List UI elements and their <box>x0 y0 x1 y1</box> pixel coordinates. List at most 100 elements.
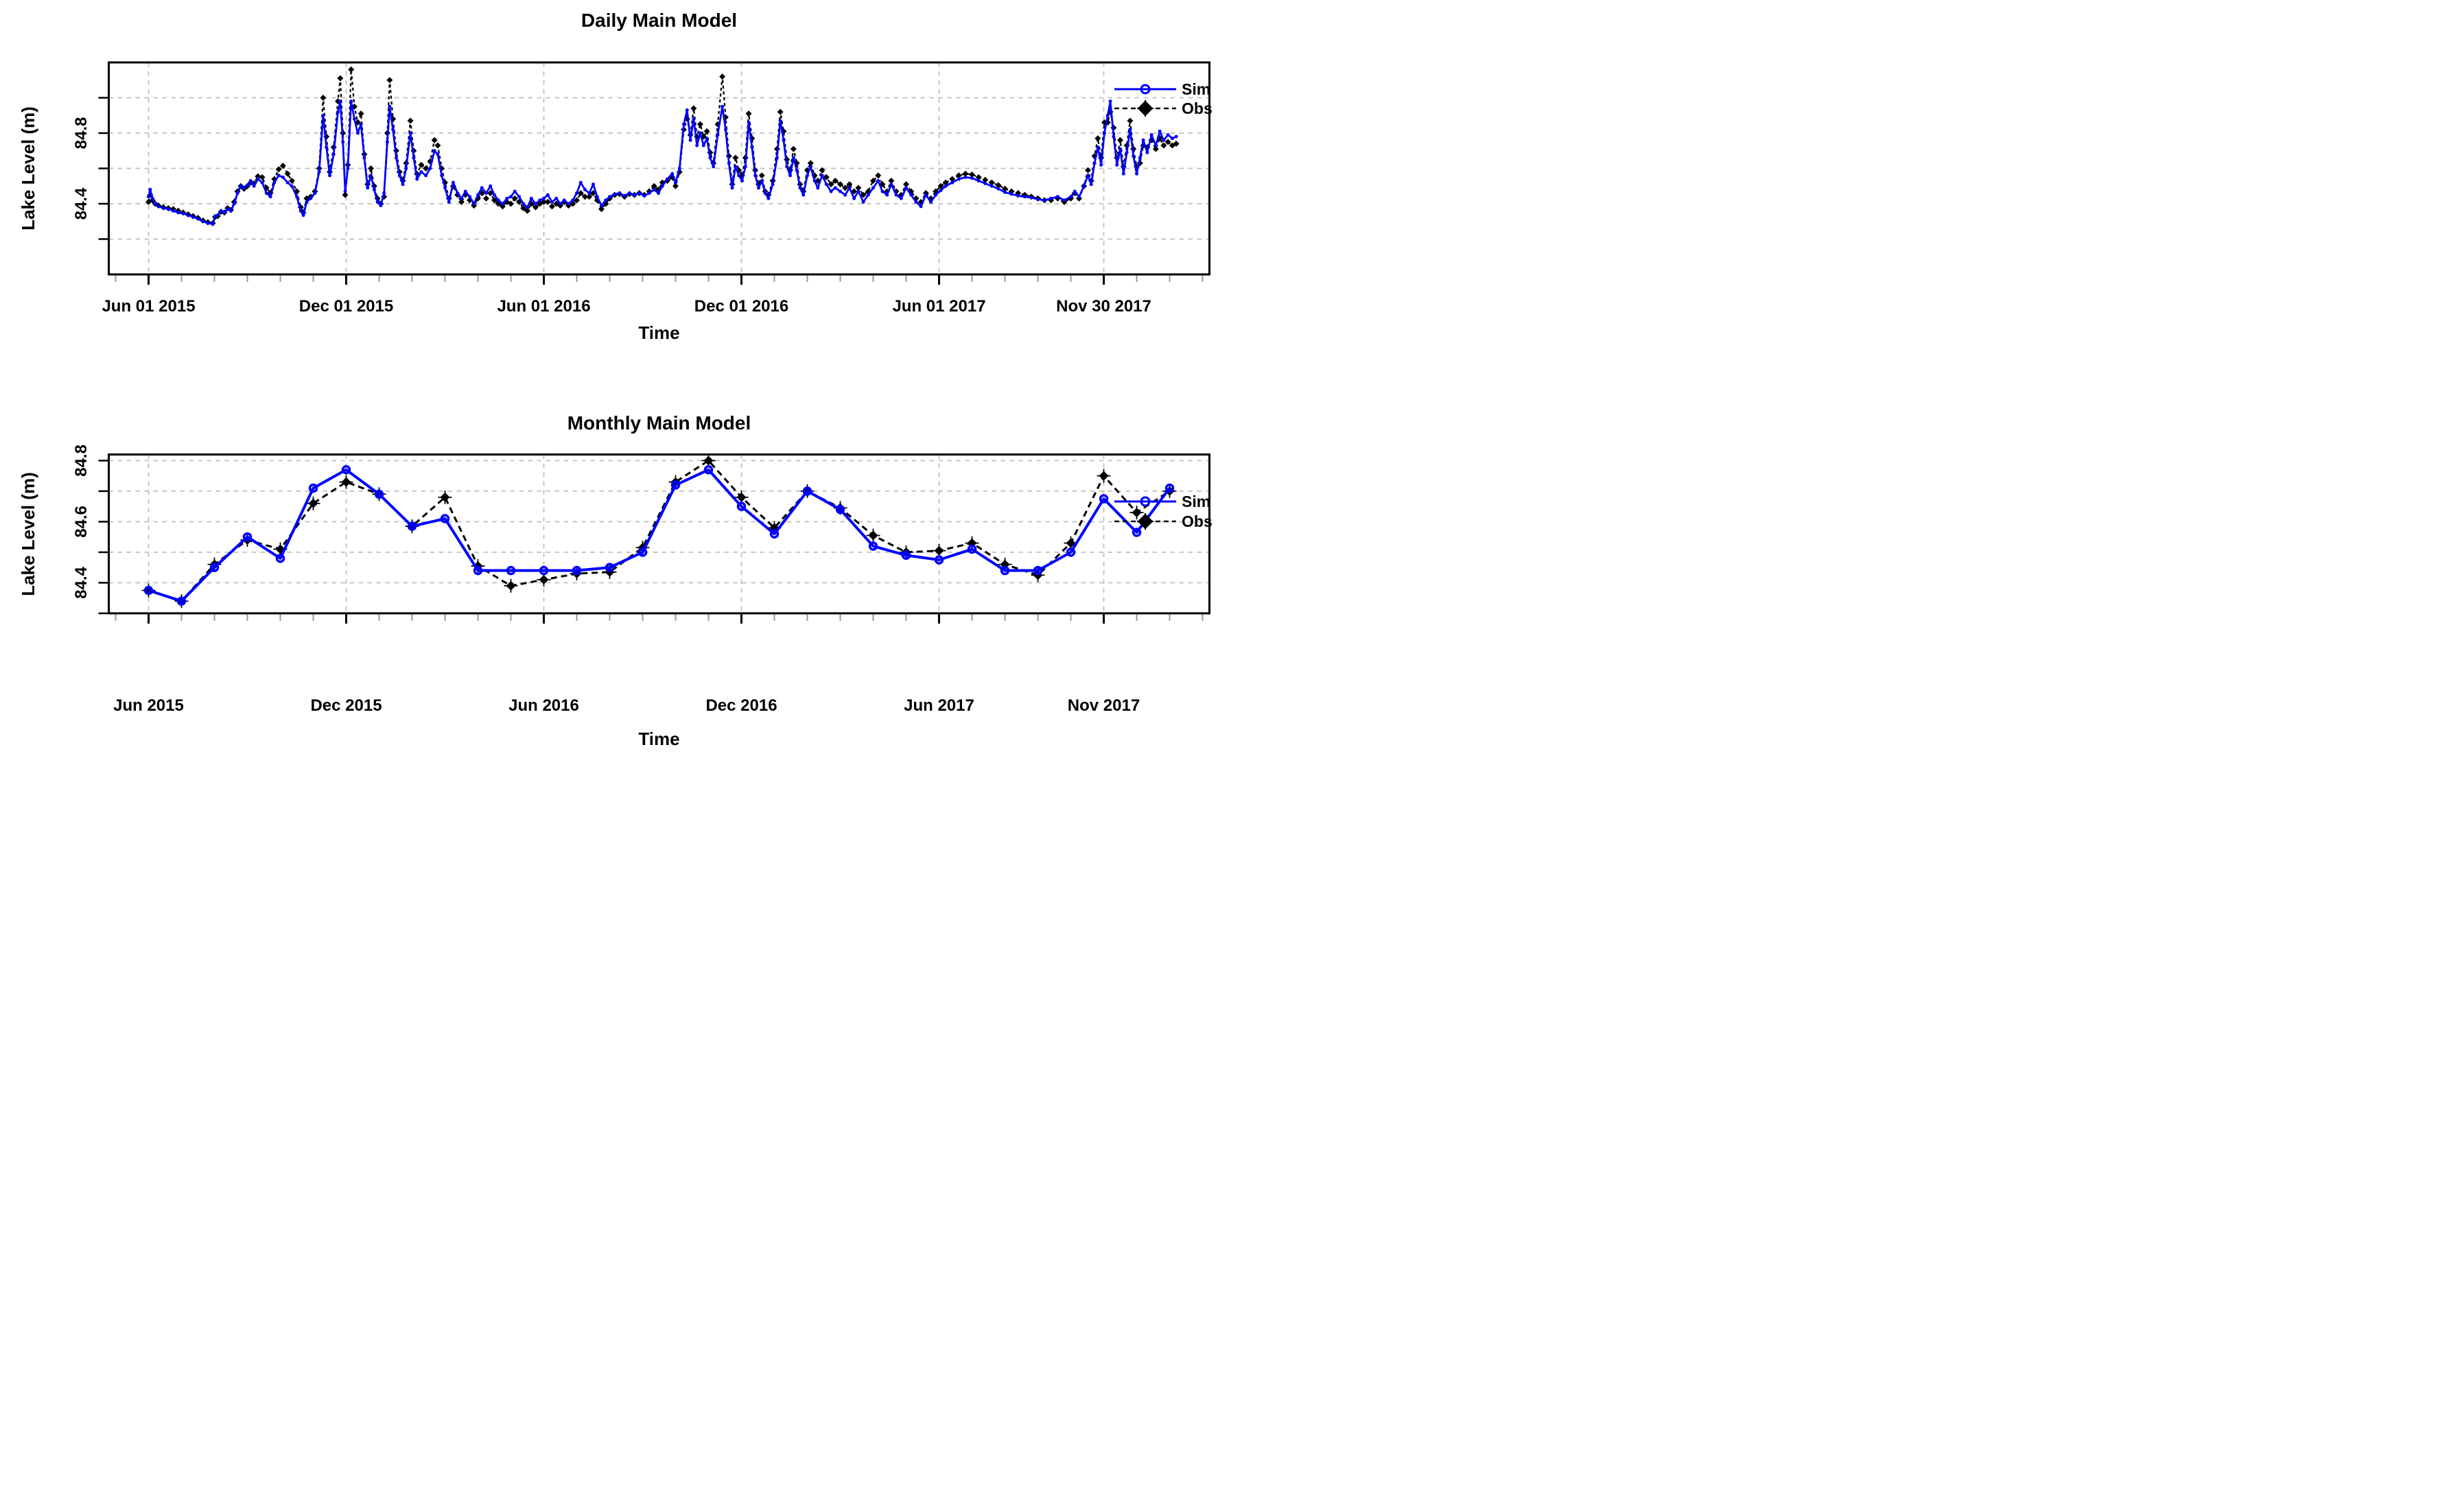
sim-marker <box>604 198 608 202</box>
sim-marker <box>201 220 205 224</box>
sim-marker <box>839 189 842 193</box>
sim-marker <box>652 187 656 191</box>
obs-marker <box>288 178 295 185</box>
sim-marker <box>750 145 754 150</box>
sim-marker <box>480 186 484 190</box>
sim-marker <box>701 143 705 147</box>
sim-marker <box>736 501 747 511</box>
sim-marker <box>443 186 447 190</box>
x-tick-label: Jun 01 2015 <box>102 297 195 316</box>
x-tick-label: Dec 01 2015 <box>299 297 393 316</box>
x-tick-label: Dec 2015 <box>310 696 382 715</box>
sim-marker <box>1055 195 1059 199</box>
obs-marker <box>574 197 580 204</box>
sim-marker <box>766 196 771 200</box>
sim-marker <box>861 200 865 204</box>
sim-marker <box>331 152 336 156</box>
sim-marker <box>791 156 795 160</box>
sim-marker <box>529 196 533 200</box>
obs-marker <box>875 172 882 179</box>
sim-marker <box>1132 528 1142 537</box>
sim-marker <box>876 179 880 183</box>
y-tick-label: 84.8 <box>72 117 91 150</box>
obs-marker <box>837 181 843 188</box>
sim-marker <box>756 186 760 190</box>
sim-marker <box>924 193 928 197</box>
sim-marker <box>1121 172 1125 176</box>
sim-marker <box>505 196 509 200</box>
monthly-legend: Sim Obs <box>1114 493 1213 530</box>
obs-marker <box>279 163 286 169</box>
sim-marker <box>721 104 725 108</box>
y-tick-label: 84.8 <box>72 445 91 477</box>
sim-marker <box>213 214 217 218</box>
obs-marker-cross <box>504 578 518 593</box>
sim-marker <box>642 193 646 198</box>
obs-marker <box>458 198 465 205</box>
obs-marker <box>532 204 539 211</box>
sim-marker <box>509 195 513 199</box>
x-tick-label: Nov 2017 <box>1068 696 1140 715</box>
sim-marker <box>309 196 313 200</box>
sim-marker <box>226 207 230 211</box>
monthly-plot-box <box>108 453 1210 615</box>
sim-marker <box>1149 133 1154 137</box>
sim-marker <box>769 529 780 539</box>
sim-marker <box>712 165 716 169</box>
monthly-gridlines <box>108 454 1210 613</box>
sim-marker <box>1036 198 1040 202</box>
sim-marker <box>1105 113 1110 117</box>
sim-marker <box>397 174 401 178</box>
obs-marker <box>700 133 707 140</box>
obs-marker <box>1160 142 1167 149</box>
obs-marker <box>1117 137 1123 143</box>
sim-marker <box>705 137 709 141</box>
sim-marker <box>143 585 154 595</box>
sim-marker <box>963 175 968 179</box>
sim-marker <box>150 196 154 200</box>
obs-marker <box>690 105 697 112</box>
sim-marker <box>622 193 627 198</box>
sim-marker <box>1141 138 1145 142</box>
sim-marker <box>391 128 395 132</box>
sim-line <box>148 100 1177 225</box>
sim-marker <box>264 191 268 196</box>
sim-marker <box>256 177 260 181</box>
sim-marker <box>366 186 370 190</box>
monthly-sim-series <box>143 465 1175 606</box>
sim-marker <box>394 156 398 160</box>
sim-marker <box>353 117 356 121</box>
sim-marker <box>526 205 529 209</box>
sim-marker <box>1166 133 1170 137</box>
sim-marker <box>506 565 516 576</box>
sim-marker <box>522 202 526 206</box>
sim-marker <box>1102 131 1106 135</box>
obs-marker <box>732 154 739 161</box>
obs-marker <box>870 178 876 185</box>
sim-marker <box>866 193 870 197</box>
sim-marker <box>996 187 1000 191</box>
sim-marker <box>934 555 944 565</box>
sim-marker <box>740 179 744 183</box>
obs-marker <box>988 179 995 186</box>
obs-marker <box>434 142 441 149</box>
daily-chart: 84.8 84.4 Jun 01 2015 Dec 01 2015 Jun 01 201… <box>18 10 1213 343</box>
sim-marker <box>816 186 820 190</box>
sim-marker <box>934 193 938 197</box>
sim-marker <box>919 204 923 209</box>
sim-marker <box>1000 565 1010 576</box>
sim-marker <box>424 174 428 178</box>
sim-marker <box>501 202 504 206</box>
sim-marker <box>484 191 488 196</box>
sim-marker <box>983 181 987 185</box>
sim-marker <box>595 195 599 199</box>
sim-marker <box>734 165 738 169</box>
sim-marker <box>209 563 220 572</box>
sim-marker <box>685 108 689 113</box>
figure-canvas: 84.8 84.4 Jun 01 2015 Dec 01 2015 Jun 01 201… <box>0 0 1224 756</box>
obs-marker <box>358 110 364 117</box>
sim-marker <box>670 172 675 176</box>
obs-marker <box>348 66 355 73</box>
obs-marker <box>342 191 349 198</box>
sim-marker <box>206 221 210 225</box>
